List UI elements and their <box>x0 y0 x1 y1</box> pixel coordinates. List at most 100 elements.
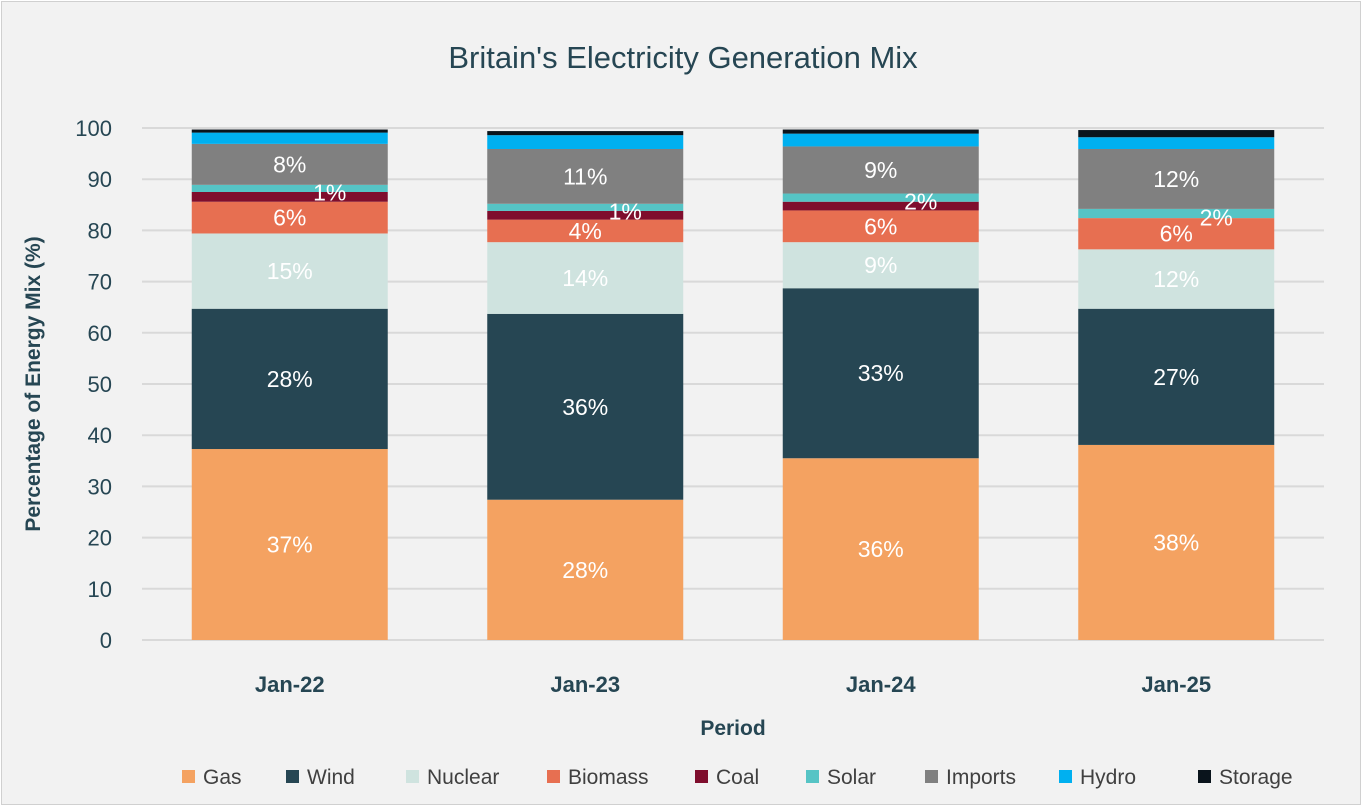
bar-segment-coal <box>782 201 979 211</box>
data-label: 28% <box>562 557 608 583</box>
data-label: 12% <box>1153 266 1199 292</box>
legend-swatch <box>547 770 560 783</box>
data-label: 37% <box>267 532 313 558</box>
y-tick-label: 30 <box>88 474 112 499</box>
bar-segment-nuclear <box>782 242 979 289</box>
bar-segment-solar <box>191 184 388 192</box>
legend-item-imports[interactable]: Imports <box>925 766 1016 789</box>
data-label: 1% <box>609 198 642 224</box>
legend-label: Storage <box>1219 766 1293 789</box>
x-tick-label: Jan-25 <box>1141 672 1211 697</box>
bar-segment-gas <box>487 499 684 640</box>
legend-item-wind[interactable]: Wind <box>286 766 355 789</box>
bar-segment-wind <box>1078 308 1275 445</box>
legend-label: Hydro <box>1080 766 1136 789</box>
legend-swatch <box>806 770 819 783</box>
bar-segment-gas <box>1078 444 1275 640</box>
bar-segment-biomass <box>191 201 388 234</box>
bar-segment-gas <box>782 458 979 640</box>
bar-segment-nuclear <box>1078 249 1275 309</box>
y-tick-label: 80 <box>88 218 112 243</box>
y-axis-label: Percentage of Energy Mix (%) <box>22 236 45 531</box>
x-tick-label: Jan-22 <box>255 672 325 697</box>
legend-item-biomass[interactable]: Biomass <box>547 766 649 789</box>
y-tick-label: 20 <box>88 526 112 551</box>
bar-segment-gas <box>191 449 388 640</box>
x-tick-label: Jan-24 <box>846 672 916 697</box>
data-label: 2% <box>1200 205 1233 231</box>
y-tick-label: 90 <box>88 167 112 192</box>
legend-label: Solar <box>827 766 876 789</box>
legend-item-solar[interactable]: Solar <box>806 766 876 789</box>
bar-segment-biomass <box>1078 218 1275 250</box>
data-label: 6% <box>273 205 306 231</box>
bar-segment-hydro <box>1078 137 1275 149</box>
data-label: 28% <box>267 366 313 392</box>
legend-label: Gas <box>203 766 242 789</box>
data-label: 15% <box>267 258 313 284</box>
y-tick-label: 60 <box>88 321 112 346</box>
data-label: 36% <box>858 536 904 562</box>
legend-label: Imports <box>946 766 1016 789</box>
legend-item-nuclear[interactable]: Nuclear <box>406 766 499 789</box>
bar-segment-imports <box>191 143 388 185</box>
bar-segment-wind <box>487 313 684 500</box>
data-label: 27% <box>1153 364 1199 390</box>
y-tick-label: 50 <box>88 372 112 397</box>
data-label: 6% <box>864 213 897 239</box>
bar-segment-wind <box>782 288 979 459</box>
data-label: 6% <box>1160 221 1193 247</box>
x-tick-label: Jan-23 <box>550 672 620 697</box>
data-label: 11% <box>563 163 607 189</box>
bar-segment-coal <box>487 210 684 220</box>
bar-segment-biomass <box>782 210 979 243</box>
bar-segment-nuclear <box>191 233 388 309</box>
data-label: 12% <box>1153 166 1199 192</box>
bar-segment-storage <box>1078 130 1275 138</box>
bar-segment-biomass <box>487 219 684 243</box>
bar-segment-storage <box>782 129 979 134</box>
legend-label: Nuclear <box>427 766 499 789</box>
bar-segment-wind <box>191 308 388 450</box>
bar-segment-hydro <box>782 133 979 147</box>
bar-segment-solar <box>782 193 979 202</box>
y-tick-label: 70 <box>88 270 112 295</box>
x-axis-label: Period <box>700 717 765 740</box>
legend-item-coal[interactable]: Coal <box>695 766 759 789</box>
data-label: 38% <box>1153 529 1199 555</box>
bar-segment-imports <box>487 148 684 204</box>
data-label: 1% <box>313 179 346 205</box>
bar-segment-hydro <box>487 135 684 149</box>
legend-label: Biomass <box>568 766 649 789</box>
bar-segment-storage <box>191 129 388 133</box>
bar-segment-solar <box>487 203 684 211</box>
y-tick-label: 0 <box>100 628 112 653</box>
data-label: 33% <box>858 360 904 386</box>
legend-item-storage[interactable]: Storage <box>1198 766 1293 789</box>
chart-title: Britain's Electricity Generation Mix <box>448 40 918 75</box>
bar-segment-hydro <box>191 132 388 144</box>
legend-swatch <box>286 770 299 783</box>
bar-segment-solar <box>1078 208 1275 219</box>
bar-segment-imports <box>1078 148 1275 209</box>
legend-label: Wind <box>307 766 355 789</box>
legend-swatch <box>406 770 419 783</box>
data-label: 4% <box>569 218 602 244</box>
legend-swatch <box>695 770 708 783</box>
data-label: 14% <box>562 265 608 291</box>
y-tick-label: 40 <box>88 423 112 448</box>
legend-label: Coal <box>716 766 759 789</box>
data-label: 8% <box>273 151 306 177</box>
legend-item-gas[interactable]: Gas <box>182 766 242 789</box>
data-label: 2% <box>904 189 937 215</box>
legend-item-hydro[interactable]: Hydro <box>1059 766 1136 789</box>
data-label: 9% <box>864 157 897 183</box>
bar-segment-coal <box>191 192 388 202</box>
bar-segment-imports <box>782 146 979 194</box>
legend-swatch <box>925 770 938 783</box>
data-label: 36% <box>562 394 608 420</box>
bar-segment-storage <box>487 131 684 136</box>
legend-swatch <box>1059 770 1072 783</box>
